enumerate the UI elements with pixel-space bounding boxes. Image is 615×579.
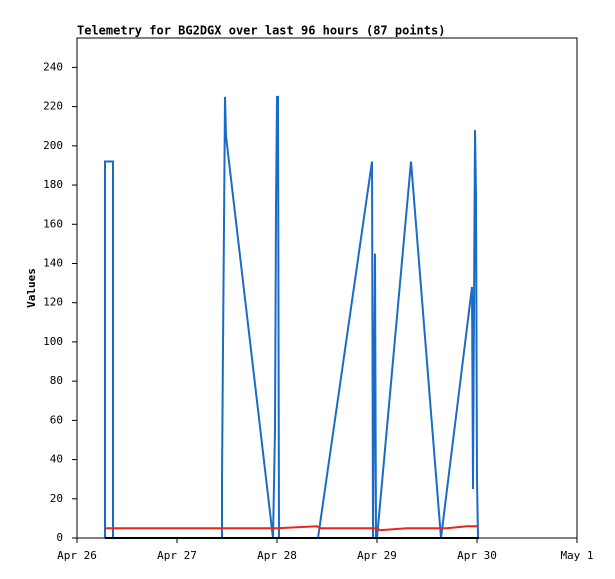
series-line bbox=[104, 95, 479, 539]
y-tick-label: 80 bbox=[50, 374, 63, 387]
x-tick-label: Apr 30 bbox=[457, 549, 497, 562]
y-tick-label: 220 bbox=[43, 100, 63, 113]
y-tick-label: 180 bbox=[43, 178, 63, 191]
x-tick-label: Apr 28 bbox=[257, 549, 297, 562]
y-axis-label: Values bbox=[25, 268, 38, 308]
y-tick-label: 240 bbox=[43, 60, 63, 73]
series-line bbox=[105, 525, 477, 532]
x-tick-label: May 1 bbox=[560, 549, 593, 562]
x-tick-label: Apr 29 bbox=[357, 549, 397, 562]
y-tick-label: 140 bbox=[43, 256, 63, 269]
plot-frame bbox=[76, 37, 578, 539]
y-tick-label: 200 bbox=[43, 139, 63, 152]
y-tick-label: 0 bbox=[56, 531, 63, 544]
chart-title: Telemetry for BG2DGX over last 96 hours … bbox=[77, 24, 445, 38]
x-tick-label: Apr 26 bbox=[57, 549, 97, 562]
x-tick-label: Apr 27 bbox=[157, 549, 197, 562]
y-tick-label: 60 bbox=[50, 413, 63, 426]
y-tick-label: 160 bbox=[43, 217, 63, 230]
y-tick-label: 120 bbox=[43, 296, 63, 309]
y-tick-label: 100 bbox=[43, 335, 63, 348]
y-tick-label: 40 bbox=[50, 453, 63, 466]
y-tick-label: 20 bbox=[50, 492, 63, 505]
